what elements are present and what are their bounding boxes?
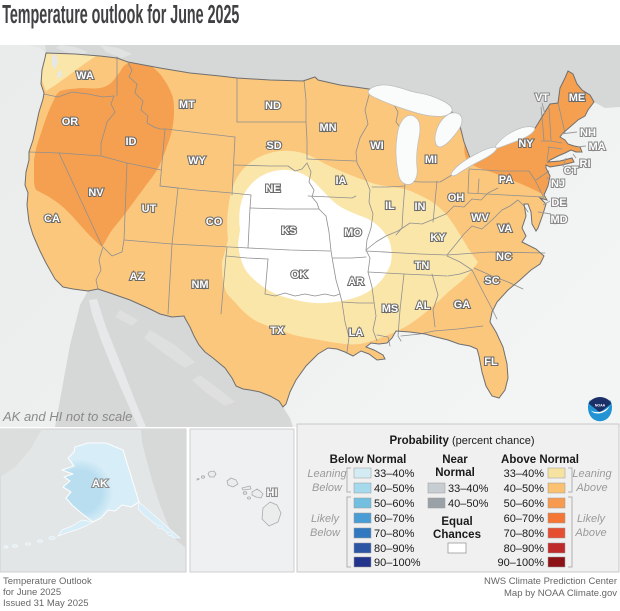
svg-text:60–70%: 60–70% <box>504 513 545 525</box>
svg-text:OR: OR <box>62 116 79 128</box>
svg-text:PA: PA <box>499 174 514 186</box>
svg-text:WV: WV <box>471 212 489 224</box>
svg-text:CO: CO <box>206 216 223 228</box>
svg-text:60–70%: 60–70% <box>374 513 415 525</box>
svg-text:ND: ND <box>265 100 281 112</box>
svg-text:Near: Near <box>442 454 468 466</box>
svg-text:Below: Below <box>312 482 343 494</box>
svg-text:MO: MO <box>344 227 362 239</box>
svg-text:AK: AK <box>92 478 108 490</box>
svg-text:33–40%: 33–40% <box>504 468 545 480</box>
svg-text:AL: AL <box>416 300 431 312</box>
svg-text:50–60%: 50–60% <box>504 498 545 510</box>
svg-text:SD: SD <box>266 140 281 152</box>
svg-text:40–50%: 40–50% <box>374 483 415 495</box>
svg-text:WI: WI <box>370 140 383 152</box>
svg-text:AK and HI not to scale: AK and HI not to scale <box>2 409 132 424</box>
svg-text:NM: NM <box>191 279 208 291</box>
svg-text:33–40%: 33–40% <box>448 483 489 495</box>
svg-text:Map by NOAA Climate.gov: Map by NOAA Climate.gov <box>504 588 617 599</box>
svg-text:NJ: NJ <box>551 178 565 190</box>
svg-text:Likely: Likely <box>577 513 607 525</box>
svg-text:40–50%: 40–50% <box>504 483 545 495</box>
svg-text:Likely: Likely <box>311 513 341 525</box>
svg-text:for June 2025: for June 2025 <box>3 587 61 598</box>
svg-text:MN: MN <box>319 122 336 134</box>
svg-text:DE: DE <box>551 197 566 209</box>
svg-text:RI: RI <box>580 158 591 170</box>
svg-text:MS: MS <box>382 303 399 315</box>
svg-text:Issued 31 May 2025: Issued 31 May 2025 <box>3 598 89 609</box>
svg-text:90–100%: 90–100% <box>498 557 545 569</box>
svg-text:KS: KS <box>281 225 296 237</box>
svg-text:HI: HI <box>267 487 278 499</box>
svg-text:90–100%: 90–100% <box>374 557 421 569</box>
svg-text:TN: TN <box>415 260 430 272</box>
svg-text:Above: Above <box>575 482 607 494</box>
svg-text:AZ: AZ <box>130 271 145 283</box>
svg-text:Chances: Chances <box>433 529 481 541</box>
svg-text:WA: WA <box>76 70 94 82</box>
svg-text:Above Normal: Above Normal <box>501 454 579 466</box>
svg-text:80–90%: 80–90% <box>504 543 545 555</box>
svg-text:Below Normal: Below Normal <box>330 454 407 466</box>
svg-text:70–80%: 70–80% <box>504 528 545 540</box>
svg-text:VA: VA <box>498 223 513 235</box>
svg-text:Leaning: Leaning <box>572 468 612 480</box>
svg-text:NOAA: NOAA <box>595 404 606 408</box>
svg-text:CA: CA <box>44 213 60 225</box>
svg-text:VT: VT <box>535 92 549 104</box>
svg-text:NV: NV <box>88 187 104 199</box>
svg-text:Above: Above <box>574 527 606 539</box>
svg-text:NWS Climate Prediction Center: NWS Climate Prediction Center <box>484 576 617 587</box>
svg-text:Leaning: Leaning <box>307 468 347 480</box>
svg-text:80–90%: 80–90% <box>374 543 415 555</box>
svg-text:GA: GA <box>454 299 471 311</box>
svg-text:FL: FL <box>484 356 498 368</box>
svg-text:CT: CT <box>564 165 579 177</box>
svg-text:TX: TX <box>270 325 285 337</box>
svg-text:Equal: Equal <box>441 516 472 528</box>
svg-text:IL: IL <box>385 200 395 212</box>
svg-text:WY: WY <box>188 155 206 167</box>
svg-text:SC: SC <box>484 275 499 287</box>
svg-text:OH: OH <box>448 192 465 204</box>
svg-text:Below: Below <box>310 527 341 539</box>
svg-text:Normal: Normal <box>435 467 475 479</box>
svg-text:Temperature outlook for June 2: Temperature outlook for June 2025 <box>2 1 239 30</box>
svg-text:UT: UT <box>142 203 157 215</box>
svg-text:NC: NC <box>496 251 512 263</box>
svg-text:MT: MT <box>179 99 195 111</box>
svg-text:MD: MD <box>550 214 567 226</box>
svg-text:IA: IA <box>336 175 347 187</box>
svg-text:50–60%: 50–60% <box>374 498 415 510</box>
svg-text:AR: AR <box>348 276 364 288</box>
svg-text:LA: LA <box>349 327 364 339</box>
svg-text:OK: OK <box>291 269 308 281</box>
svg-text:MA: MA <box>588 141 605 153</box>
svg-text:70–80%: 70–80% <box>374 528 415 540</box>
svg-text:NE: NE <box>265 183 280 195</box>
svg-text:NH: NH <box>580 127 596 139</box>
svg-text:KY: KY <box>430 232 446 244</box>
svg-text:ME: ME <box>569 92 586 104</box>
svg-text:IN: IN <box>415 201 426 213</box>
svg-text:MI: MI <box>425 154 437 166</box>
svg-text:ID: ID <box>126 136 137 148</box>
svg-text:Probability (percent chance): Probability (percent chance) <box>389 435 534 447</box>
svg-text:NY: NY <box>518 138 534 150</box>
svg-text:Temperature Outlook: Temperature Outlook <box>3 576 92 587</box>
svg-text:40–50%: 40–50% <box>448 498 489 510</box>
svg-text:33–40%: 33–40% <box>374 468 415 480</box>
